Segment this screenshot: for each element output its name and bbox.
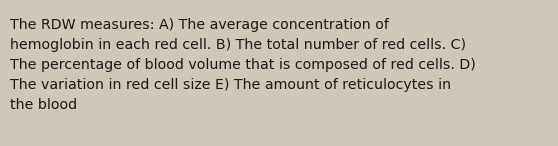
- Text: The RDW measures: A) The average concentration of
hemoglobin in each red cell. B: The RDW measures: A) The average concent…: [10, 18, 476, 112]
